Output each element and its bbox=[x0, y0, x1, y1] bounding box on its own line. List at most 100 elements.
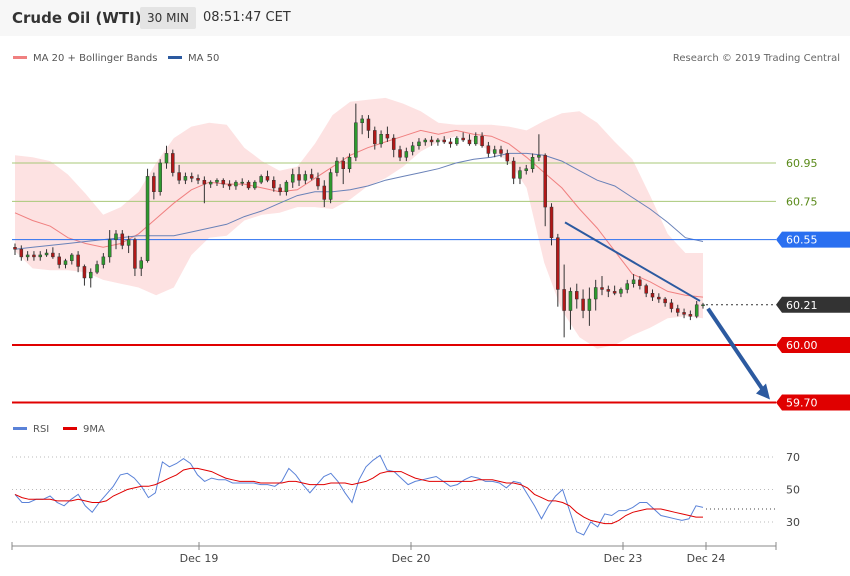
candle-body bbox=[253, 181, 257, 189]
level-price-tag-0 bbox=[776, 231, 850, 248]
legend-swatch-bollinger bbox=[13, 56, 27, 59]
candle-body bbox=[177, 172, 181, 181]
candle-body bbox=[417, 141, 421, 147]
candle-body bbox=[455, 137, 459, 145]
candle-body bbox=[51, 252, 55, 258]
x-tick-label: Dec 24 bbox=[687, 552, 726, 565]
candle-body bbox=[398, 149, 402, 158]
candle-body bbox=[436, 139, 440, 143]
candle-body bbox=[76, 254, 80, 267]
candle-body bbox=[114, 233, 118, 240]
legend-swatch-rsi bbox=[13, 427, 27, 430]
candle-body bbox=[385, 134, 390, 139]
candle-body bbox=[208, 181, 213, 185]
candle-body bbox=[95, 264, 99, 273]
candle-body bbox=[404, 151, 409, 158]
legend-label-rsi: RSI bbox=[33, 424, 49, 435]
candle-body bbox=[549, 206, 554, 238]
candle-body bbox=[240, 181, 244, 184]
candle-body bbox=[682, 312, 686, 315]
candle-body bbox=[575, 291, 579, 300]
candle-body bbox=[309, 174, 314, 179]
candle-body bbox=[278, 187, 282, 192]
candle-body bbox=[171, 153, 175, 173]
level-price-tag-1 bbox=[776, 296, 850, 313]
candle-body bbox=[25, 254, 30, 258]
rsi-panel: RSI 9MA 70 50 30 bbox=[12, 424, 800, 536]
rsi-tick-label: 30 bbox=[786, 516, 800, 529]
x-tick-label: Dec 20 bbox=[392, 552, 431, 565]
candle-body bbox=[429, 139, 434, 143]
candle-body bbox=[202, 179, 207, 185]
candle-body bbox=[63, 260, 68, 265]
candle-body bbox=[158, 162, 162, 192]
candle-body bbox=[88, 271, 93, 279]
candle-body bbox=[347, 157, 352, 169]
y-tick-label: 60.75 bbox=[786, 195, 818, 208]
rsi-tick-label: 70 bbox=[786, 451, 800, 464]
candle-body bbox=[32, 254, 36, 258]
candle-body bbox=[688, 314, 693, 317]
candle-body bbox=[669, 302, 674, 309]
rsi-tick-label: 50 bbox=[786, 484, 800, 497]
ma20-line bbox=[14, 129, 704, 298]
candle-body bbox=[297, 174, 301, 181]
candle-body bbox=[341, 160, 345, 169]
candle-body bbox=[562, 289, 566, 311]
candle-body bbox=[366, 118, 371, 131]
candle-body bbox=[511, 160, 516, 179]
legend-swatch-9ma bbox=[63, 427, 77, 430]
ma50-line bbox=[14, 152, 704, 250]
candle-body bbox=[82, 266, 87, 279]
candle-body bbox=[480, 135, 484, 147]
candle-body bbox=[486, 145, 491, 154]
time-display: 08:51:47 CET bbox=[203, 10, 291, 25]
rsi-series-line-1 bbox=[14, 467, 703, 525]
chart-legend: MA 20 + Bollinger Bands MA 50 bbox=[13, 53, 219, 64]
candle-body bbox=[644, 285, 648, 294]
bollinger-band-area bbox=[15, 97, 703, 349]
legend-label-bollinger: MA 20 + Bollinger Bands bbox=[33, 53, 157, 64]
candle-body bbox=[70, 254, 74, 261]
candle-body bbox=[499, 149, 503, 154]
candle-body bbox=[505, 153, 510, 162]
candle-body bbox=[379, 134, 383, 145]
candle-body bbox=[448, 141, 453, 145]
candle-body bbox=[467, 139, 472, 145]
candle-body bbox=[442, 139, 446, 143]
legend-label-9ma: 9MA bbox=[83, 424, 105, 435]
candle-body bbox=[625, 283, 630, 290]
price-chart: MA 20 + Bollinger Bands MA 50 Research ©… bbox=[11, 53, 850, 565]
candle-body bbox=[303, 174, 308, 181]
candle-body bbox=[530, 157, 535, 169]
candle-body bbox=[650, 293, 655, 298]
timeframe-badge[interactable]: 30 MIN bbox=[140, 7, 196, 29]
candle-body bbox=[316, 178, 320, 187]
candle-body bbox=[196, 178, 200, 181]
candle-body bbox=[259, 176, 263, 183]
candle-body bbox=[676, 308, 680, 313]
candle-body bbox=[183, 176, 188, 181]
level-price-tag-2 bbox=[776, 337, 850, 353]
candle-body bbox=[492, 149, 497, 154]
chart-title: Crude Oil (WTI) bbox=[12, 9, 142, 27]
candle-body bbox=[265, 176, 270, 181]
candle-body bbox=[593, 287, 598, 300]
candle-body bbox=[189, 176, 194, 179]
candle-body bbox=[246, 181, 251, 189]
candle-body bbox=[461, 137, 465, 141]
candle-body bbox=[701, 304, 705, 307]
candle-body bbox=[164, 153, 169, 164]
candle-body bbox=[335, 160, 339, 173]
chart-header: Crude Oil (WTI) 30 MIN 08:51:47 CET bbox=[0, 0, 850, 36]
candle-body bbox=[423, 139, 428, 143]
forecast-arrow-head bbox=[756, 383, 770, 400]
price-panel: 60.95 60.75 60.55 60.21 60.00 59.70 bbox=[12, 97, 850, 411]
candle-body bbox=[587, 298, 592, 311]
trend-line bbox=[564, 221, 701, 302]
candle-body bbox=[139, 260, 143, 269]
candle-body bbox=[57, 256, 61, 265]
candle-body bbox=[272, 179, 276, 189]
candle-body bbox=[145, 176, 150, 261]
candle-body bbox=[537, 155, 541, 158]
